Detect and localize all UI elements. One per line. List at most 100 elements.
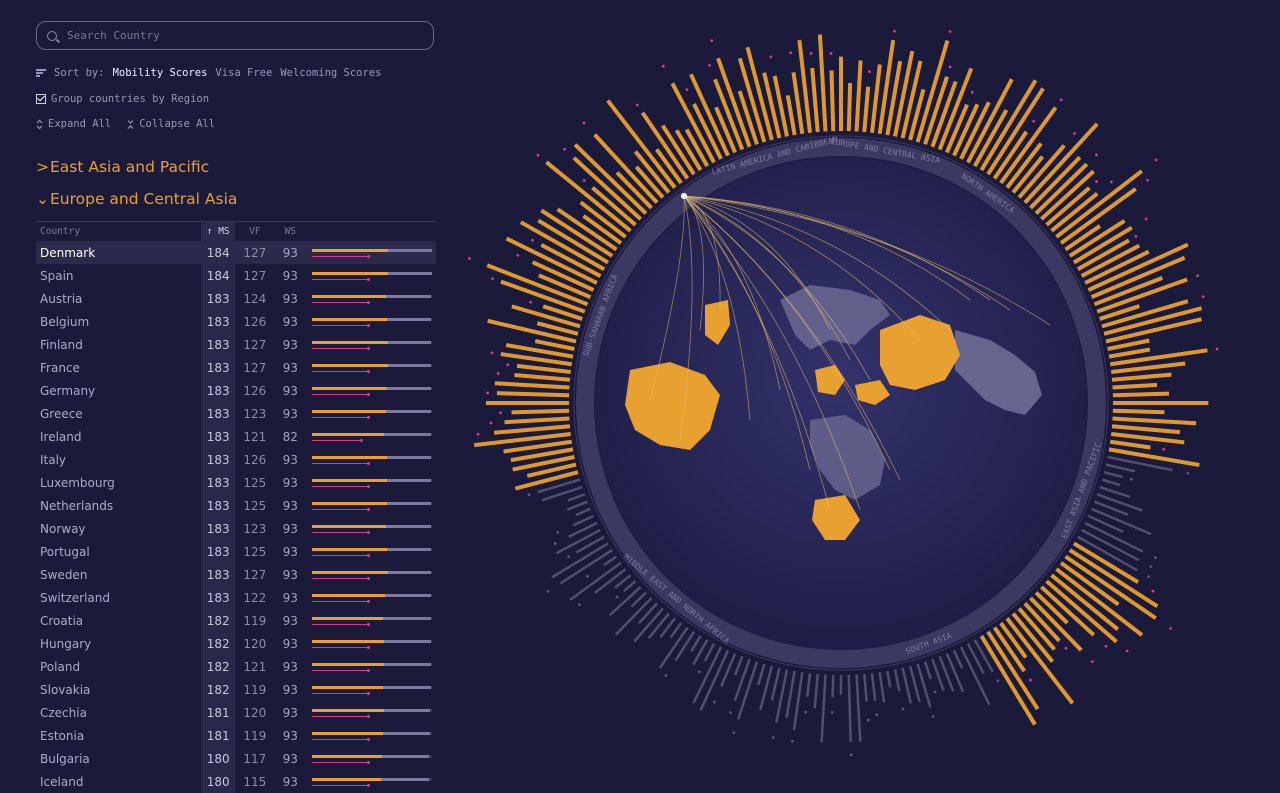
country-ray[interactable] bbox=[1094, 500, 1129, 516]
country-ray[interactable] bbox=[473, 432, 572, 448]
country-ray[interactable] bbox=[813, 673, 819, 709]
country-ray[interactable] bbox=[511, 408, 570, 415]
table-row[interactable]: Hungary 182 120 93 bbox=[36, 632, 436, 655]
country-ray[interactable] bbox=[537, 218, 610, 265]
country-ray[interactable] bbox=[526, 462, 577, 478]
country-ray[interactable] bbox=[999, 106, 1058, 185]
country-ray[interactable] bbox=[737, 661, 759, 720]
table-row[interactable]: Greece 183 123 93 bbox=[36, 402, 436, 425]
country-ray[interactable] bbox=[647, 612, 670, 640]
country-ray[interactable] bbox=[1105, 317, 1202, 344]
country-ray[interactable] bbox=[1045, 186, 1091, 227]
country-ray[interactable] bbox=[966, 78, 1014, 164]
country-ray[interactable] bbox=[900, 60, 923, 139]
country-ray[interactable] bbox=[1087, 242, 1189, 292]
country-ray[interactable] bbox=[505, 343, 574, 359]
country-ray[interactable] bbox=[519, 220, 606, 271]
country-ray[interactable] bbox=[938, 656, 955, 692]
country-ray[interactable] bbox=[791, 72, 805, 135]
country-ray[interactable] bbox=[817, 34, 828, 132]
country-ray[interactable] bbox=[785, 95, 797, 136]
country-ray[interactable] bbox=[908, 88, 926, 141]
country-ray[interactable] bbox=[504, 416, 570, 425]
country-ray[interactable] bbox=[661, 124, 696, 176]
header-country[interactable]: Country bbox=[36, 221, 202, 241]
country-ray[interactable] bbox=[505, 236, 598, 285]
country-ray[interactable] bbox=[992, 626, 1027, 673]
country-ray[interactable] bbox=[542, 304, 583, 321]
country-ray[interactable] bbox=[608, 585, 642, 617]
country-ray[interactable] bbox=[854, 60, 863, 132]
table-row[interactable]: Netherlands 183 125 93 bbox=[36, 494, 436, 517]
search-input[interactable] bbox=[65, 28, 409, 43]
sort-option-welcoming[interactable]: Welcoming Scores bbox=[280, 67, 382, 79]
country-ray[interactable] bbox=[1101, 299, 1189, 329]
table-row[interactable]: Estonia 181 119 93 bbox=[36, 724, 436, 747]
country-ray[interactable] bbox=[669, 622, 683, 639]
country-ray[interactable] bbox=[534, 339, 575, 351]
country-ray[interactable] bbox=[959, 646, 991, 706]
country-ray[interactable] bbox=[1068, 548, 1159, 608]
table-row[interactable]: Slovakia 182 119 93 bbox=[36, 678, 436, 701]
country-ray[interactable] bbox=[1080, 528, 1140, 562]
country-ray[interactable] bbox=[757, 663, 766, 686]
country-ray[interactable] bbox=[959, 101, 991, 160]
country-ray[interactable] bbox=[516, 363, 572, 374]
country-ray[interactable] bbox=[1040, 169, 1095, 221]
country-ray[interactable] bbox=[952, 103, 980, 157]
country-ray[interactable] bbox=[606, 99, 677, 189]
table-row[interactable]: Norway 183 123 93 bbox=[36, 517, 436, 540]
country-ray[interactable] bbox=[1005, 142, 1043, 189]
country-ray[interactable] bbox=[1103, 470, 1123, 479]
country-ray[interactable] bbox=[1110, 432, 1185, 445]
country-ray[interactable] bbox=[614, 574, 632, 589]
country-ray[interactable] bbox=[847, 674, 852, 742]
country-ray[interactable] bbox=[930, 80, 958, 148]
country-ray[interactable] bbox=[855, 674, 862, 742]
country-ray[interactable] bbox=[945, 103, 969, 154]
header-vf[interactable]: VF bbox=[235, 221, 275, 241]
country-ray[interactable] bbox=[634, 165, 665, 199]
country-ray[interactable] bbox=[674, 129, 703, 172]
country-ray[interactable] bbox=[1111, 424, 1181, 435]
country-ray[interactable] bbox=[511, 304, 581, 329]
country-ray[interactable] bbox=[999, 621, 1028, 659]
country-ray[interactable] bbox=[1099, 304, 1140, 321]
country-ray[interactable] bbox=[846, 82, 853, 132]
country-ray[interactable] bbox=[877, 39, 896, 135]
country-ray[interactable] bbox=[831, 674, 835, 698]
group-by-region-checkbox[interactable] bbox=[36, 94, 46, 104]
table-row[interactable]: Germany 183 126 93 bbox=[36, 379, 436, 402]
sort-option-visa-free[interactable]: Visa Free bbox=[215, 67, 273, 79]
country-ray[interactable] bbox=[1105, 463, 1136, 473]
country-ray[interactable] bbox=[569, 561, 622, 601]
country-ray[interactable] bbox=[1090, 255, 1186, 299]
search-box[interactable] bbox=[36, 21, 434, 50]
country-ray[interactable] bbox=[923, 661, 932, 680]
country-ray[interactable] bbox=[1023, 122, 1099, 204]
table-row[interactable]: Sweden 183 127 93 bbox=[36, 563, 436, 586]
country-ray[interactable] bbox=[514, 372, 571, 382]
group-by-region-toggle[interactable]: Group countries by Region bbox=[36, 93, 209, 105]
country-ray[interactable] bbox=[496, 391, 570, 398]
country-ray[interactable] bbox=[503, 439, 573, 454]
table-row[interactable]: Spain 184 127 93 bbox=[36, 264, 436, 287]
country-ray[interactable] bbox=[733, 656, 744, 676]
country-ray[interactable] bbox=[674, 631, 695, 662]
country-ray[interactable] bbox=[893, 50, 915, 137]
country-ray[interactable] bbox=[1084, 521, 1144, 553]
country-ray[interactable] bbox=[614, 597, 653, 636]
country-ray[interactable] bbox=[541, 485, 583, 502]
country-ray[interactable] bbox=[979, 79, 1038, 172]
country-ray[interactable] bbox=[1096, 277, 1188, 314]
country-ray[interactable] bbox=[1110, 361, 1186, 374]
region-europe-central-asia[interactable]: ⌄Europe and Central Asia bbox=[36, 190, 237, 208]
country-ray[interactable] bbox=[692, 639, 709, 666]
country-ray[interactable] bbox=[966, 642, 985, 675]
country-ray[interactable] bbox=[531, 260, 595, 292]
country-ray[interactable] bbox=[937, 67, 974, 151]
country-ray[interactable] bbox=[1011, 612, 1055, 663]
country-ray[interactable] bbox=[689, 73, 730, 157]
country-ray[interactable] bbox=[567, 493, 586, 502]
table-row[interactable]: Czechia 181 120 93 bbox=[36, 701, 436, 724]
